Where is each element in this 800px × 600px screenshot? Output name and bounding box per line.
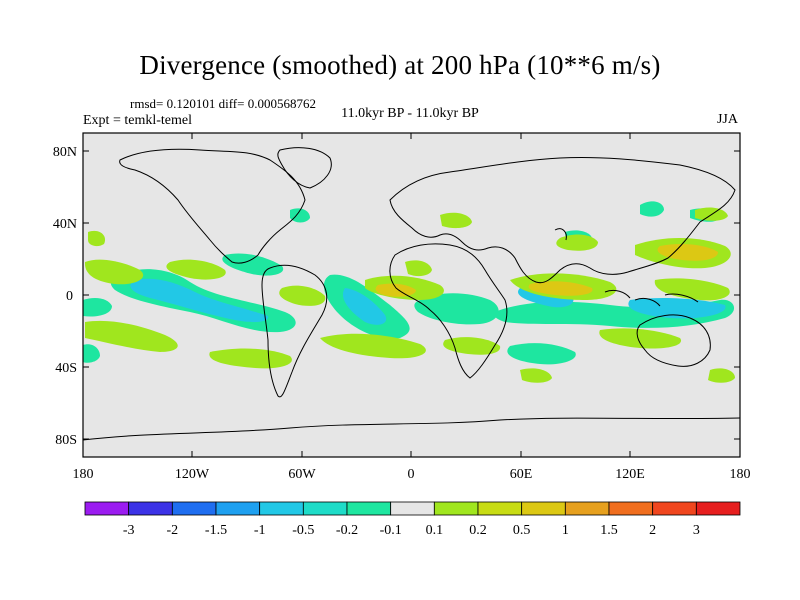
lon-ticks bbox=[191, 133, 631, 457]
colorbar-label: -1.5 bbox=[205, 523, 227, 538]
experiment-label: Expt = temkl-temel bbox=[83, 113, 192, 128]
season-label: JJA bbox=[716, 112, 738, 127]
neg-patch bbox=[414, 293, 499, 325]
neg-patch-core bbox=[628, 297, 726, 319]
lat-label: 40N bbox=[53, 217, 77, 232]
lat-label: 0 bbox=[66, 289, 73, 304]
lon-label: 60E bbox=[510, 467, 533, 482]
lat-label: 80S bbox=[55, 433, 77, 448]
pos-patch bbox=[279, 285, 326, 306]
colorbar: -3 -2 -1.5 -1 -0.5 -0.2 -0.1 0.1 0.2 0.5 1 1.5 2 3 bbox=[84, 501, 741, 538]
coastlines bbox=[83, 147, 740, 441]
colorbar-swatch bbox=[84, 501, 130, 516]
pos-patch bbox=[599, 328, 682, 349]
lon-label: 180 bbox=[73, 467, 94, 482]
colorbar-label: 0.1 bbox=[426, 523, 444, 538]
neg-patch-core bbox=[342, 288, 387, 325]
colorbar-swatch bbox=[171, 501, 217, 516]
lat-label: 80N bbox=[53, 145, 77, 160]
pos-patch bbox=[84, 259, 144, 285]
lon-label: 60W bbox=[288, 467, 316, 482]
colorbar-swatch bbox=[433, 501, 479, 516]
colorbar-swatch bbox=[564, 501, 610, 516]
pos-patch-core bbox=[375, 283, 416, 297]
pos-patch bbox=[440, 212, 472, 229]
lon-label: 120W bbox=[175, 467, 210, 482]
pos-patch bbox=[85, 320, 178, 352]
pos-patch bbox=[443, 337, 501, 355]
colorbar-label: 2 bbox=[649, 523, 656, 538]
pos-patch bbox=[405, 260, 432, 277]
neg-patch bbox=[507, 343, 576, 365]
colorbar-swatch bbox=[390, 501, 435, 516]
colorbar-label: 0.5 bbox=[513, 523, 531, 538]
neg-patch bbox=[83, 344, 100, 363]
period-label: 11.0kyr BP - 11.0kyr BP bbox=[341, 106, 479, 121]
pos-patch bbox=[88, 230, 106, 247]
pos-patch bbox=[209, 348, 292, 369]
colorbar-swatch bbox=[652, 501, 697, 516]
lon-label: 120E bbox=[615, 467, 645, 482]
colorbar-label: -0.1 bbox=[380, 523, 402, 538]
colorbar-label: 0.2 bbox=[469, 523, 487, 538]
colorbar-swatch bbox=[302, 501, 348, 516]
lat-ticks bbox=[83, 150, 740, 440]
colorbar-label: -2 bbox=[166, 523, 178, 538]
lon-label: 180 bbox=[730, 467, 751, 482]
colorbar-label: 1.5 bbox=[600, 523, 618, 538]
colorbar-label: -0.2 bbox=[336, 523, 358, 538]
colorbar-swatch bbox=[608, 501, 654, 516]
pos-patch-core bbox=[528, 281, 593, 296]
colorbar-label: 1 bbox=[562, 523, 569, 538]
pos-patch bbox=[320, 333, 426, 359]
pos-patch bbox=[166, 259, 226, 280]
neg-patch bbox=[83, 298, 112, 317]
colorbar-swatch bbox=[259, 501, 304, 516]
colorbar-label: 3 bbox=[693, 523, 700, 538]
colorbar-label: -3 bbox=[123, 523, 135, 538]
colorbar-label: -0.5 bbox=[292, 523, 314, 538]
pos-patch bbox=[520, 368, 552, 383]
colorbar-swatch bbox=[477, 501, 523, 516]
plot-title: Divergence (smoothed) at 200 hPa (10**6 … bbox=[139, 50, 661, 80]
divergence-field bbox=[83, 147, 740, 441]
pos-patch bbox=[708, 368, 735, 383]
colorbar-swatch bbox=[695, 501, 741, 516]
colorbar-swatch bbox=[346, 501, 392, 516]
colorbar-swatch bbox=[128, 501, 173, 516]
neg-patch bbox=[290, 208, 310, 223]
pos-patch bbox=[654, 278, 730, 301]
neg-patch bbox=[222, 253, 284, 276]
lat-label: 40S bbox=[55, 361, 77, 376]
neg-patch bbox=[640, 201, 664, 217]
pos-patch-core bbox=[657, 244, 718, 261]
neg-patch-core bbox=[130, 278, 269, 323]
lon-label: 0 bbox=[408, 467, 415, 482]
stats-text: rmsd= 0.120101 diff= 0.000568762 bbox=[130, 96, 316, 111]
colorbar-swatch bbox=[215, 501, 261, 516]
colorbar-swatch bbox=[521, 501, 566, 516]
colorbar-label: -1 bbox=[254, 523, 266, 538]
